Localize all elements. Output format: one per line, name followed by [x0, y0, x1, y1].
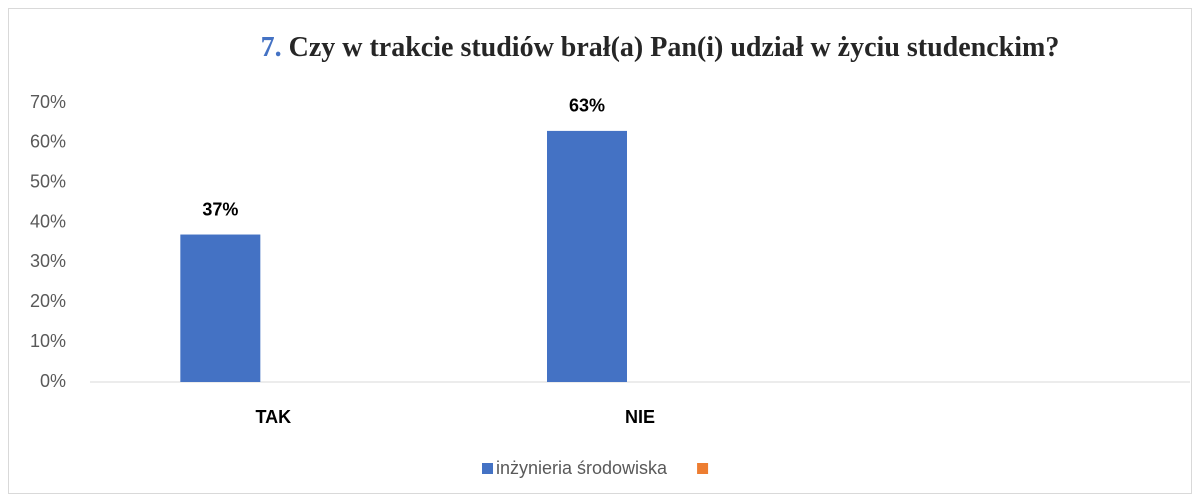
y-tick-label: 0%: [40, 371, 66, 391]
legend-swatch: [697, 463, 709, 474]
x-tick-label: TAK: [255, 407, 291, 427]
title-text: Czy w trakcie studiów brał(a) Pan(i) udz…: [289, 32, 1060, 63]
y-tick-label: 40%: [30, 211, 66, 231]
legend-label: inżynieria środowiska: [496, 458, 668, 478]
bar: [547, 130, 627, 382]
title-number: 7.: [261, 32, 282, 63]
y-tick-label: 70%: [30, 92, 66, 112]
chart-title: 7. Czy w trakcie studiów brał(a) Pan(i) …: [261, 32, 1060, 63]
y-tick-label: 10%: [30, 331, 66, 351]
x-tick-label: NIE: [625, 407, 655, 427]
data-label: 37%: [202, 199, 238, 219]
bar: [180, 234, 261, 382]
y-tick-label: 50%: [30, 171, 66, 191]
legend-swatch: [482, 463, 493, 474]
y-tick-label: 60%: [30, 132, 66, 152]
data-label: 63%: [569, 96, 605, 116]
y-tick-label: 20%: [30, 291, 66, 311]
y-tick-label: 30%: [30, 251, 66, 271]
